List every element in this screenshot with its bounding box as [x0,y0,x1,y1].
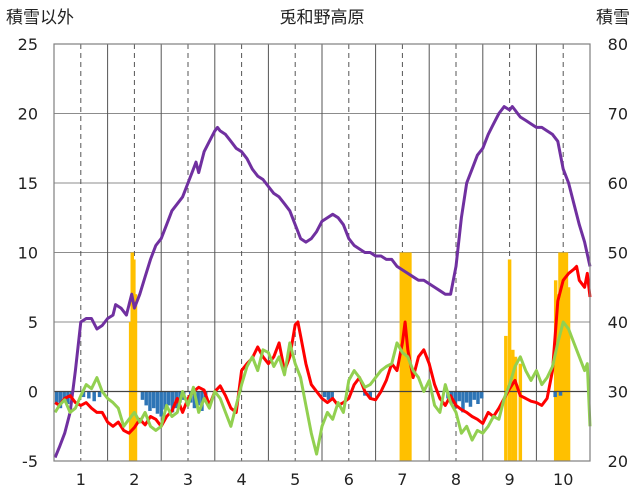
bar [170,391,175,413]
bar [92,391,96,402]
left-tick-label: -5 [22,452,38,471]
series-line [53,105,592,459]
bar [476,391,480,405]
x-tick-label: 10 [553,470,573,489]
bar [87,391,91,399]
x-tick-label: 9 [505,470,515,489]
left-tick-label: 5 [28,313,38,332]
bar [553,391,557,398]
right-tick-label: 40 [608,313,628,332]
bar [560,252,564,461]
bar [97,391,102,398]
bar [322,391,327,398]
bar [151,391,156,409]
bar [518,363,523,461]
bar [507,259,512,461]
bar [453,391,458,409]
x-tick-label: 6 [344,470,354,489]
bar [163,391,167,410]
right-tick-label: 50 [608,244,628,263]
bar [468,391,473,407]
bar [326,391,331,400]
bar [511,349,515,461]
left-tick-label: 20 [18,105,38,124]
left-tick-label: 15 [18,174,38,193]
bar [148,391,152,411]
bar [461,391,465,413]
left-axis-label: 積雪以外 [6,8,74,28]
x-tick-label: 7 [397,470,407,489]
frame-rect [53,43,591,462]
bar [192,391,197,409]
bar [144,391,148,406]
lines-layer [53,105,592,459]
right-tick-label: 30 [608,383,628,402]
bar [553,280,558,461]
x-tick-label: 4 [237,470,247,489]
left-tick-label: 25 [18,35,38,54]
x-tick-label: 2 [129,470,139,489]
bar [457,391,461,402]
bar [368,391,372,399]
bar [558,391,563,396]
bar [401,252,406,461]
bar [81,391,86,398]
bar [166,391,171,406]
left-tick-label: 0 [28,383,38,402]
right-tick-label: 60 [608,174,628,193]
bar [472,391,476,400]
bar [513,356,518,461]
chart-title: 兎和野高原 [280,8,365,28]
bar [399,252,404,461]
right-tick-label: 80 [608,35,628,54]
x-tick-label: 1 [76,470,86,489]
bar [479,391,484,399]
x-tick-label: 3 [183,470,193,489]
bar [155,391,160,414]
bar [133,294,138,461]
plot-frame [53,43,591,462]
bar [464,391,469,403]
x-tick-label: 5 [290,470,300,489]
bar [58,391,63,409]
bar [564,252,569,461]
right-tick-label: 20 [608,452,628,471]
left-tick-label: 10 [18,244,38,263]
bar [562,252,567,461]
right-tick-label: 70 [608,105,628,124]
bar [556,294,560,461]
bar [62,391,66,400]
bar [140,391,145,400]
bar [330,391,334,399]
bar [159,391,163,417]
bar [566,287,571,461]
series-line [53,320,592,456]
bar [54,391,59,403]
bar [196,391,200,406]
right-axis-label: 積雪 [596,8,630,28]
bar [558,252,562,461]
x-tick-label: 8 [451,470,461,489]
